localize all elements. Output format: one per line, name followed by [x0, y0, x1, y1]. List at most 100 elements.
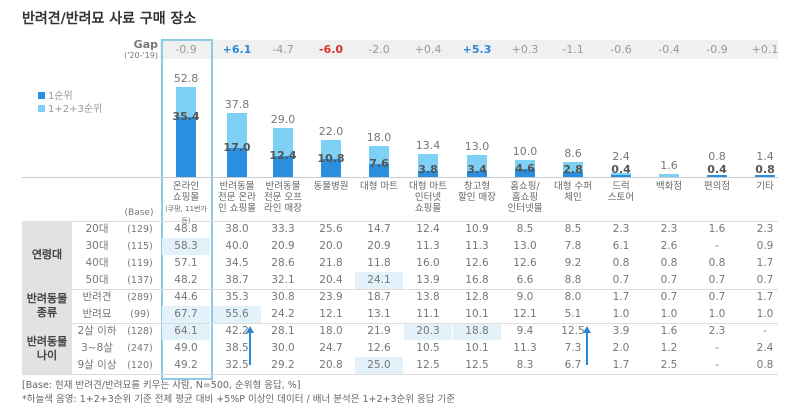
row-base: (115): [127, 241, 153, 252]
table-cell: 20.9: [271, 240, 295, 252]
category-label-line: 온라인: [172, 181, 200, 192]
group-label: 반려동물 종류: [22, 289, 72, 323]
table-cell: 24.1: [367, 274, 391, 286]
value-label-first: 0.4: [611, 163, 631, 176]
value-label-top3: 0.8: [708, 150, 726, 163]
table-cell: 11.3: [465, 240, 489, 252]
highlight-cell: [404, 323, 452, 340]
category-label-line: 라인 매장: [264, 203, 302, 214]
table-cell: 29.2: [271, 359, 295, 371]
table-cell: 0.8: [756, 359, 774, 371]
row-base: (128): [127, 326, 153, 337]
category-label-line: 전문 온라: [218, 192, 256, 203]
category-label-line: 창고형: [463, 181, 491, 192]
bar-first: [227, 148, 247, 177]
table-cell: 20.3: [416, 325, 440, 337]
table-cell: 58.3: [174, 240, 198, 252]
table-cell: -: [715, 342, 719, 354]
gap-value: -4.7: [272, 43, 294, 56]
category-label: 창고형 할인 매장: [452, 181, 502, 203]
table-cell: 28.1: [271, 325, 295, 337]
table-cell: 13.9: [416, 274, 440, 286]
highlight-outline: [161, 39, 213, 380]
table-cell: 30.0: [271, 342, 295, 354]
row-base: (129): [127, 224, 153, 235]
category-label-line: 체인: [564, 192, 582, 203]
value-label-top3: 13.0: [464, 139, 490, 153]
row-label: 30대: [85, 240, 109, 252]
table-cell: 0.7: [660, 274, 678, 286]
table-cell: 67.7: [174, 308, 198, 320]
footnote-base: [Base: 현재 반려견/반려묘를 키우는 사람, N=500, 순위형 응답…: [22, 380, 301, 391]
table-cell: 1.0: [612, 308, 630, 320]
table-cell: 34.5: [225, 257, 249, 269]
axis-baseline: [22, 177, 778, 178]
footnote-shading: *하늘색 음영: 1+2+3순위 기준 전체 평균 대비 +5%P 이상인 데이…: [22, 394, 455, 405]
category-label-line: 쇼핑몰: [172, 192, 200, 203]
category-label-line: 대형 수퍼: [554, 181, 592, 192]
table-cell: 0.7: [756, 274, 774, 286]
table-cell: 32.1: [271, 274, 295, 286]
category-label: 동물병원: [306, 181, 356, 192]
legend-swatch: [38, 105, 45, 112]
table-cell: 11.3: [416, 240, 440, 252]
table-cell: 30.8: [271, 291, 295, 303]
table-cell: 2.0: [612, 342, 630, 354]
table-cell: 9.4: [516, 325, 534, 337]
category-label-line: 반려동물: [265, 181, 301, 192]
table-cell: 40.0: [225, 240, 249, 252]
category-label-line: 할인 매장: [458, 192, 496, 203]
table-cell: 21.8: [319, 257, 343, 269]
table-cell: 10.1: [465, 308, 489, 320]
value-label-top3: 1.4: [756, 150, 774, 163]
value-label-top3: 29.0: [270, 112, 296, 126]
table-cell: 12.1: [513, 308, 537, 320]
table-cell: 18.0: [319, 325, 343, 337]
group-label-line: 종류: [36, 306, 58, 319]
table-cell: 20.9: [367, 240, 391, 252]
category-label-line: 인 쇼핑몰: [218, 203, 256, 214]
gap-value: +0.4: [414, 43, 442, 56]
table-cell: 1.7: [612, 359, 630, 371]
highlight-cell: [355, 272, 403, 289]
gap-value: -1.1: [562, 43, 584, 56]
table-cell: 8.0: [564, 291, 582, 303]
table-cell: 48.2: [174, 274, 198, 286]
value-label-first: 7.6: [369, 157, 389, 171]
table-cell: 12.5: [416, 359, 440, 371]
table-cell: 1.0: [660, 308, 678, 320]
table-cell: 20.8: [319, 359, 343, 371]
table-cell: 2.5: [660, 359, 678, 371]
table-cell: 5.1: [564, 308, 582, 320]
table-cell: 49.0: [174, 342, 198, 354]
table-cell: 0.7: [708, 291, 726, 303]
table-cell: 13.0: [513, 240, 537, 252]
category-label-line: 대형 마트: [360, 181, 398, 192]
table-cell: 10.9: [465, 223, 489, 235]
value-label-first: 0.4: [707, 163, 727, 176]
table-cell: 12.4: [416, 223, 440, 235]
table-cell: 12.5: [561, 325, 585, 337]
table-cell: 10.1: [465, 342, 489, 354]
table-cell: 64.1: [174, 325, 198, 337]
group-label-line: 반려동물: [26, 334, 68, 348]
row-base: (137): [127, 275, 153, 286]
legend-label: 1순위: [48, 91, 73, 102]
value-label-top3: 37.8: [224, 97, 250, 111]
bar-first: [273, 155, 293, 177]
highlight-cell: [453, 323, 501, 340]
gap-value: +0.3: [511, 43, 539, 56]
category-label: 대형 수퍼 체인: [548, 181, 598, 203]
row-base: (99): [130, 309, 150, 320]
table-cell: 24.2: [271, 308, 295, 320]
table-cell: 2.3: [756, 223, 774, 235]
table-cell: 33.3: [271, 223, 295, 235]
legend-item-first: 1순위: [38, 87, 73, 102]
table-cell: 6.7: [564, 359, 582, 371]
table-cell: 8.5: [516, 223, 534, 235]
row-label: 40대: [85, 257, 109, 269]
table-cell: 18.7: [367, 291, 391, 303]
table-cell: 12.6: [465, 257, 489, 269]
table-cell: 0.8: [660, 257, 678, 269]
category-label-line: 드럭: [612, 181, 630, 192]
